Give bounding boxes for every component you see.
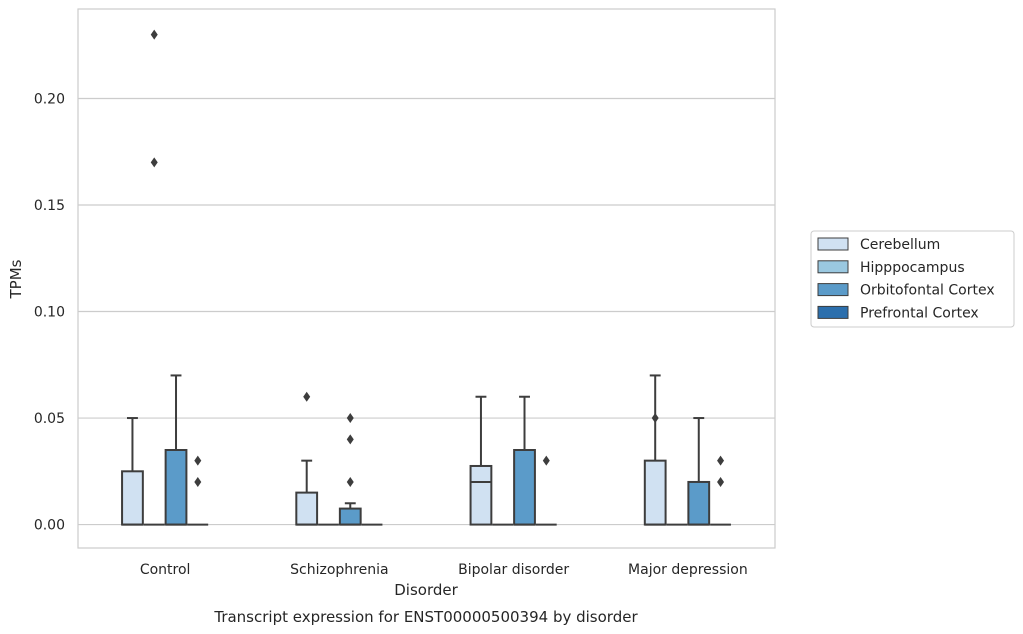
box-body: [295, 491, 319, 526]
box-body: [687, 480, 711, 526]
box: [338, 413, 362, 526]
outlier-point: [717, 455, 725, 466]
legend-swatch: [817, 283, 849, 297]
plot-area-frame: [77, 8, 776, 549]
box-body: [338, 507, 362, 526]
outlier-point: [346, 476, 354, 487]
y-axis-ticks: 0.00 0.05 0.10 0.15 0.20: [34, 91, 65, 533]
x-axis-ticks: Control Schizophrenia Bipolar disorder Majo…: [140, 562, 748, 578]
outlier-point: [542, 455, 550, 466]
x-tick-label: Bipolar disorder: [458, 562, 569, 578]
outlier-point: [150, 157, 158, 168]
y-axis-label: TPMs: [7, 259, 25, 299]
box: [121, 417, 144, 526]
box: [143, 29, 165, 526]
box-body: [164, 449, 188, 526]
box-body: [469, 464, 493, 526]
box: [513, 395, 536, 526]
legend-swatch: [817, 237, 849, 251]
chart-caption: Transcript expression for ENST0000050039…: [213, 608, 638, 626]
y-tick-label: 0.05: [34, 411, 65, 427]
x-tick-label: Schizophrenia: [290, 562, 388, 578]
box: [187, 455, 209, 526]
box: [295, 391, 319, 526]
legend-label: Orbitofontal Cortex: [860, 283, 995, 299]
y-tick-label: 0.15: [34, 198, 65, 214]
box: [710, 455, 731, 526]
outlier-point: [346, 413, 354, 424]
outlier-point: [150, 29, 158, 40]
legend-label: Hipppocampus: [860, 260, 965, 276]
box: [164, 374, 188, 526]
box: [643, 374, 667, 526]
y-tick-label: 0.00: [34, 518, 65, 534]
box: [535, 455, 557, 526]
box-plot-marks: [121, 29, 731, 526]
box-body: [513, 449, 536, 526]
legend-frame: [810, 230, 1015, 328]
x-tick-label: Control: [140, 562, 191, 578]
y-tick-label: 0.10: [34, 305, 65, 321]
legend-swatch: [817, 260, 849, 274]
x-tick-label: Major depression: [628, 562, 748, 578]
legend-label: Cerebellum: [860, 237, 940, 253]
box: [687, 417, 711, 526]
outlier-point: [194, 476, 202, 487]
box-body: [121, 470, 144, 526]
outlier-point: [717, 476, 725, 487]
outlier-point: [194, 455, 202, 466]
legend-label: Prefrontal Cortex: [860, 305, 979, 321]
box: [469, 395, 493, 526]
outlier-point: [346, 434, 354, 445]
outlier-point: [651, 413, 659, 424]
legend: Cerebellum Hipppocampus Orbitofontal Corte…: [810, 230, 1015, 328]
box-body: [643, 459, 667, 526]
legend-swatch: [817, 305, 849, 319]
y-tick-label: 0.20: [34, 91, 65, 107]
outlier-point: [303, 391, 311, 402]
x-axis-label: Disorder: [394, 581, 458, 599]
